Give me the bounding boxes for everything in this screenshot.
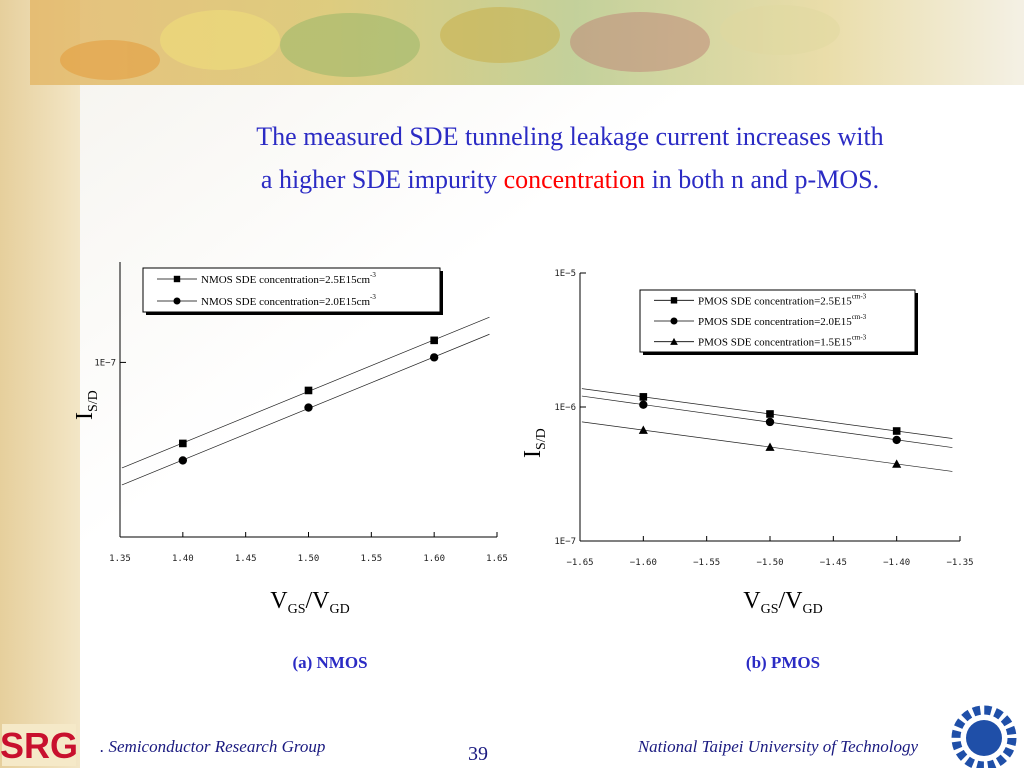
x-tick-label: −1.55 <box>693 558 720 568</box>
axis-label-sub: S/D <box>534 428 549 450</box>
banner-leaves <box>60 5 840 80</box>
logo: SRG <box>0 725 78 766</box>
title-part: a higher SDE impurity <box>261 165 504 194</box>
legend <box>142 267 441 313</box>
axis-label-main: /V <box>779 588 804 614</box>
marker <box>173 275 181 283</box>
legend-superscript: -3 <box>370 293 376 301</box>
x-tick-label: 1.40 <box>172 554 194 564</box>
legend-label: NMOS SDE concentration=2.5E15cm <box>201 274 370 286</box>
y-tick-label: 1E−6 <box>554 403 576 413</box>
marker <box>430 336 438 345</box>
title-part: in both n and p-MOS. <box>645 165 879 194</box>
marker <box>429 353 439 362</box>
y-tick-label: 1E−7 <box>554 537 576 547</box>
x-tick-label: 1.60 <box>423 554 445 564</box>
axis-label-sub: GS <box>288 602 306 617</box>
logo-box <box>2 724 76 766</box>
marker <box>179 439 187 448</box>
legend-label: NMOS SDE concentration=2.0E15cm <box>201 296 370 308</box>
x-tick-label: 1.65 <box>486 554 508 564</box>
legend-superscript: cm-3 <box>852 292 867 300</box>
axis-label-main: V <box>743 588 761 614</box>
marker <box>766 410 774 418</box>
university-logo <box>951 705 1017 768</box>
axis-label-sub: S/D <box>86 390 101 412</box>
marker <box>670 337 678 345</box>
marker <box>178 456 188 465</box>
footer-right: National Taipei University of Technology <box>637 737 919 756</box>
marker <box>765 417 775 427</box>
axis-label-main: /V <box>306 588 331 614</box>
axis-label-sub: GD <box>330 602 350 617</box>
x-tick-label: −1.50 <box>756 558 783 568</box>
y-tick-label: 1E−7 <box>94 358 116 368</box>
marker <box>670 297 678 304</box>
page-number: 39 <box>468 743 488 765</box>
x-tick-label: 1.50 <box>298 554 320 564</box>
axis-label-main: V <box>270 588 288 614</box>
title-part: concentration <box>504 165 646 194</box>
marker <box>304 386 313 395</box>
x-tick-label: −1.65 <box>566 558 593 568</box>
axis-label-main: I <box>520 450 546 458</box>
y-tick-label: 1E−5 <box>554 269 576 279</box>
axis-label-main: I <box>72 412 98 420</box>
marker <box>892 459 902 468</box>
x-tick-label: −1.45 <box>820 558 847 568</box>
chart-caption: (a) NMOS <box>292 653 367 672</box>
x-tick-label: −1.35 <box>946 558 973 568</box>
marker <box>892 427 901 435</box>
legend-label: PMOS SDE concentration=1.5E15 <box>698 337 852 349</box>
legend-label: PMOS SDE concentration=2.5E15 <box>698 295 852 307</box>
marker <box>639 393 648 401</box>
legend-label: PMOS SDE concentration=2.0E15 <box>698 316 852 328</box>
legend-superscript: -3 <box>370 271 376 279</box>
marker <box>173 297 181 305</box>
marker <box>892 435 901 445</box>
legend-superscript: cm-3 <box>852 313 867 321</box>
x-tick-label: −1.40 <box>883 558 910 568</box>
marker <box>765 442 775 451</box>
x-tick-label: 1.45 <box>235 554 257 564</box>
title-line-1: The measured SDE tunneling leakage curre… <box>256 122 883 151</box>
chart-caption: (b) PMOS <box>746 653 820 672</box>
legend-superscript: cm-3 <box>852 334 867 342</box>
axis-label-sub: GS <box>761 602 779 617</box>
marker <box>304 403 313 412</box>
marker <box>670 317 678 325</box>
axis-label-sub: GD <box>803 602 823 617</box>
footer-left: . Semiconductor Research Group <box>100 737 325 756</box>
marker <box>638 425 648 434</box>
marker <box>639 400 648 409</box>
x-tick-label: −1.60 <box>630 558 657 568</box>
x-tick-label: 1.35 <box>109 554 131 564</box>
title-line-2: a higher SDE impurity concentration in b… <box>261 165 879 194</box>
x-tick-label: 1.55 <box>360 554 382 564</box>
left-strip <box>0 0 80 768</box>
